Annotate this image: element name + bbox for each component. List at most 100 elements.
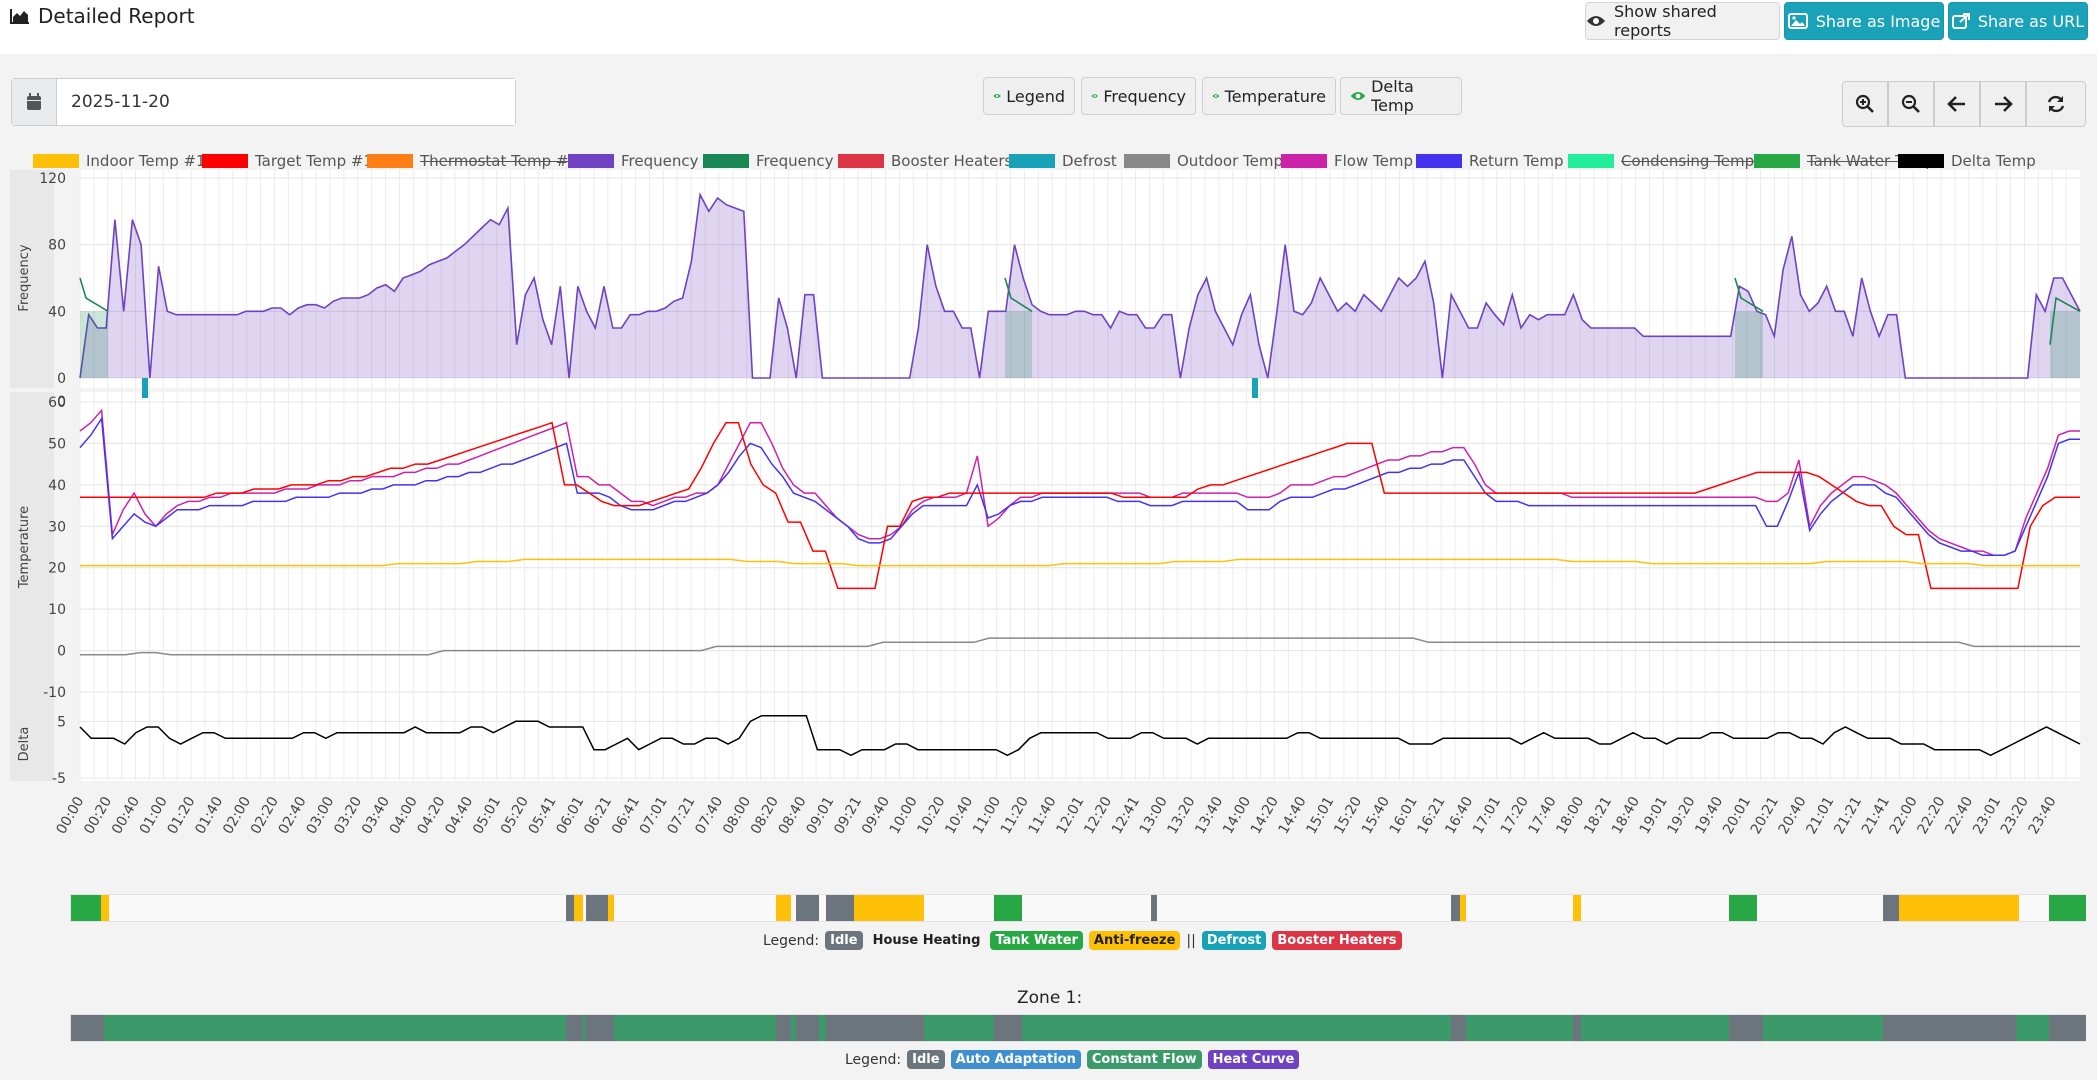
legend-swatch [367,154,413,168]
legend-item-6[interactable]: Defrost [1009,150,1117,172]
timeline-segment [791,1015,796,1041]
legend-label: Thermostat Temp #1 [420,152,578,170]
x-tick-label: 23:40 [2026,794,2060,837]
frequency-area [80,194,2080,378]
show-shared-reports-button[interactable]: Show shared reports [1585,2,1780,40]
tank-frequency-line [79,277,109,313]
timeline-segment [776,895,791,921]
y-tick-label: 40 [48,478,66,494]
y-tick-label: 0 [57,394,66,410]
legend-item-0[interactable]: Indoor Temp #1 [33,150,206,172]
booster-heaters-badge: Booster Heaters [1272,931,1402,950]
legend-item-4[interactable]: Frequency [703,150,834,172]
axis-label-strip-0 [10,170,54,388]
timeline-segment [614,1015,776,1041]
tank-water-badge: Tank Water [990,931,1083,950]
next-day-button[interactable] [1980,81,2026,127]
timeline-segment [854,895,924,921]
timeline-segment [1763,1015,1883,1041]
legend-item-1[interactable]: Target Temp #1 [202,150,373,172]
legend-item-9[interactable]: Return Temp [1416,150,1564,172]
defrost-marker [142,378,148,398]
series-line [80,558,2080,567]
legend-label: Flow Temp [1334,152,1413,170]
date-picker[interactable] [11,78,516,126]
timeline-segment [1466,1015,1573,1041]
legend-label: Return Temp [1469,152,1564,170]
eye-icon [1091,94,1098,98]
zoom-in-button[interactable] [1842,81,1888,127]
series-line [80,421,2080,590]
timeline-segment [608,895,614,921]
zoom-in-icon [1855,94,1874,113]
legend-swatch [1416,154,1462,168]
timeline-segment [994,1015,1022,1041]
timeline-segment [796,895,819,921]
legend-label: Frequency [756,152,834,170]
timeline-segment [586,1015,614,1041]
tank-frequency-area [80,311,108,378]
legend-item-3[interactable]: Frequency [568,150,699,172]
timeline-segment [994,895,1022,921]
legend-item-10[interactable]: Condensing Temp [1568,150,1754,172]
legend-label: Outdoor Temp [1177,152,1283,170]
legend-item-5[interactable]: Booster Heaters [838,150,1012,172]
mode-legend: Legend: Idle House Heating Tank Water An… [763,931,1402,950]
timeline-segment [1883,895,1899,921]
legend-swatch [568,154,614,168]
refresh-button[interactable] [2026,81,2086,127]
legend-swatch [33,154,79,168]
timeline-segment [826,1015,924,1041]
timeline-segment [574,895,583,921]
y-tick-label: -10 [43,685,66,701]
toggle-frequency-button[interactable]: Frequency [1081,77,1196,115]
legend-item-8[interactable]: Flow Temp [1281,150,1413,172]
timeline-segment [101,895,109,921]
legend-item-2[interactable]: Thermostat Temp #1 [367,150,578,172]
timeline-segment [1022,1015,1451,1041]
y-axis-title: Frequency [17,244,32,311]
toggle-delta-temp-button[interactable]: Delta Temp [1340,77,1462,115]
arrow-left-icon [1947,96,1965,112]
zoom-out-icon [1901,94,1920,113]
timeline-segment [826,895,854,921]
tank-frequency-line [2049,296,2081,345]
timeline-segment [1451,895,1460,921]
legend-label: Delta Temp [1951,152,2036,170]
timeline-segment [776,1015,791,1041]
toggle-legend-button[interactable]: Legend [983,77,1075,115]
share-as-url-button[interactable]: Share as URL [1948,2,2088,40]
toggle-temperature-button[interactable]: Temperature [1202,77,1336,115]
timeline-segment [104,1015,566,1041]
legend-item-7[interactable]: Outdoor Temp [1124,150,1283,172]
legend-separator: || [1186,932,1196,949]
legend-swatch [1281,154,1327,168]
date-input[interactable] [57,79,515,125]
y-tick-label: 80 [48,238,66,254]
legend-item-12[interactable]: Delta Temp [1898,150,2036,172]
calendar-icon[interactable] [12,79,57,125]
eye-icon [1350,91,1366,101]
previous-day-button[interactable] [1934,81,1980,127]
report-chart: 00:0000:2000:4001:0001:2001:4002:0002:20… [10,170,2081,837]
anti-freeze-badge: Anti-freeze [1088,931,1181,950]
y-axis-title: Temperature [17,506,32,589]
defrost-badge: Defrost [1201,931,1267,950]
legend-label: Frequency [621,152,699,170]
y-tick-label: 50 [48,436,66,452]
area-chart-icon [10,9,29,24]
zoom-out-button[interactable] [1888,81,1934,127]
timeline-segment [1899,895,2019,921]
tank-frequency-line [1734,277,1764,313]
idle-badge: Idle [825,931,863,950]
series-line [80,637,2080,656]
legend-swatch [703,154,749,168]
constant-flow-badge: Constant Flow [1086,1050,1202,1069]
legend-swatch [1898,154,1944,168]
share-as-image-button[interactable]: Share as Image [1784,2,1944,40]
timeline-segment [1451,1015,1466,1041]
tank-frequency-area [1005,311,1032,378]
timeline-segment [1573,895,1581,921]
zone-title: Zone 1: [1017,988,1083,1008]
timeline-segment [1573,1015,1581,1041]
